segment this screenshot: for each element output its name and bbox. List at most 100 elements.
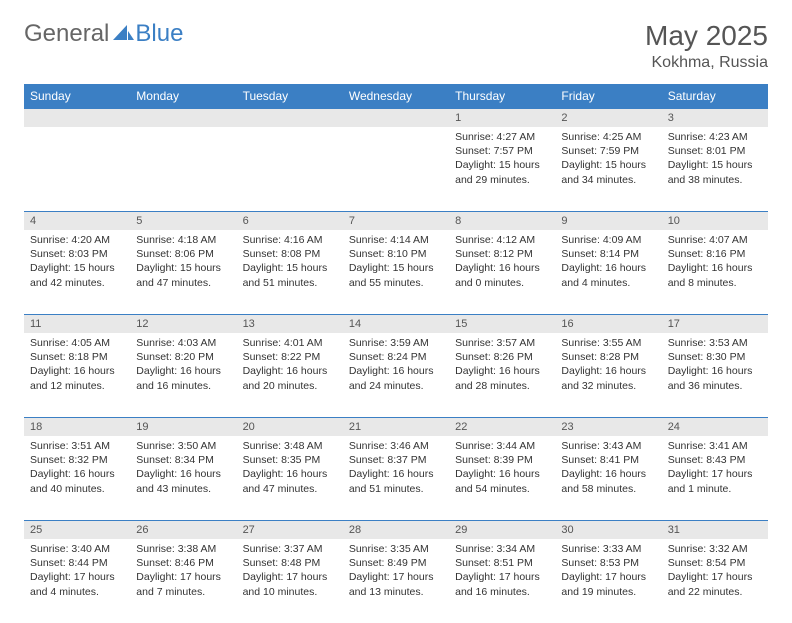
sunrise-text: Sunrise: 4:12 AM xyxy=(455,233,549,247)
day-number: 25 xyxy=(24,521,130,540)
day-header: Thursday xyxy=(449,84,555,109)
brand-part1: General xyxy=(24,20,109,48)
day-cell: Sunrise: 4:27 AMSunset: 7:57 PMDaylight:… xyxy=(449,127,555,212)
daylight-text: Daylight: 16 hours and 12 minutes. xyxy=(30,364,124,392)
day-cell-content: Sunrise: 4:27 AMSunset: 7:57 PMDaylight:… xyxy=(449,127,555,193)
sunrise-text: Sunrise: 3:33 AM xyxy=(561,542,655,556)
day-number-row: 25262728293031 xyxy=(24,521,768,540)
day-number: 23 xyxy=(555,418,661,437)
day-number: 4 xyxy=(24,212,130,231)
day-cell-content: Sunrise: 3:38 AMSunset: 8:46 PMDaylight:… xyxy=(130,539,236,605)
sunrise-text: Sunrise: 3:48 AM xyxy=(243,439,337,453)
day-cell-content: Sunrise: 4:03 AMSunset: 8:20 PMDaylight:… xyxy=(130,333,236,399)
sunrise-text: Sunrise: 3:43 AM xyxy=(561,439,655,453)
daylight-text: Daylight: 15 hours and 55 minutes. xyxy=(349,261,443,289)
day-cell: Sunrise: 3:40 AMSunset: 8:44 PMDaylight:… xyxy=(24,539,130,623)
sunrise-text: Sunrise: 4:23 AM xyxy=(668,130,762,144)
daylight-text: Daylight: 16 hours and 36 minutes. xyxy=(668,364,762,392)
sunset-text: Sunset: 8:14 PM xyxy=(561,247,655,261)
sunrise-text: Sunrise: 3:51 AM xyxy=(30,439,124,453)
daylight-text: Daylight: 17 hours and 13 minutes. xyxy=(349,570,443,598)
sunrise-text: Sunrise: 4:14 AM xyxy=(349,233,443,247)
day-cell: Sunrise: 3:33 AMSunset: 8:53 PMDaylight:… xyxy=(555,539,661,623)
sunrise-text: Sunrise: 4:03 AM xyxy=(136,336,230,350)
daylight-text: Daylight: 17 hours and 10 minutes. xyxy=(243,570,337,598)
day-number: 17 xyxy=(662,315,768,334)
daylight-text: Daylight: 16 hours and 47 minutes. xyxy=(243,467,337,495)
daylight-text: Daylight: 15 hours and 29 minutes. xyxy=(455,158,549,186)
daylight-text: Daylight: 16 hours and 24 minutes. xyxy=(349,364,443,392)
day-cell xyxy=(237,127,343,212)
sunrise-text: Sunrise: 4:18 AM xyxy=(136,233,230,247)
sunrise-text: Sunrise: 3:44 AM xyxy=(455,439,549,453)
day-cell: Sunrise: 3:38 AMSunset: 8:46 PMDaylight:… xyxy=(130,539,236,623)
daylight-text: Daylight: 16 hours and 58 minutes. xyxy=(561,467,655,495)
day-cell: Sunrise: 3:35 AMSunset: 8:49 PMDaylight:… xyxy=(343,539,449,623)
sunset-text: Sunset: 8:51 PM xyxy=(455,556,549,570)
daylight-text: Daylight: 17 hours and 7 minutes. xyxy=(136,570,230,598)
day-number: 3 xyxy=(662,109,768,128)
day-number: 9 xyxy=(555,212,661,231)
day-cell-content: Sunrise: 4:18 AMSunset: 8:06 PMDaylight:… xyxy=(130,230,236,296)
day-cell-content xyxy=(24,127,130,136)
day-cell-content: Sunrise: 3:41 AMSunset: 8:43 PMDaylight:… xyxy=(662,436,768,502)
day-cell: Sunrise: 3:37 AMSunset: 8:48 PMDaylight:… xyxy=(237,539,343,623)
day-cell: Sunrise: 4:25 AMSunset: 7:59 PMDaylight:… xyxy=(555,127,661,212)
day-cell: Sunrise: 4:03 AMSunset: 8:20 PMDaylight:… xyxy=(130,333,236,418)
day-number-row: 123 xyxy=(24,109,768,128)
sunset-text: Sunset: 8:08 PM xyxy=(243,247,337,261)
day-cell-content: Sunrise: 4:12 AMSunset: 8:12 PMDaylight:… xyxy=(449,230,555,296)
sunset-text: Sunset: 8:44 PM xyxy=(30,556,124,570)
sunset-text: Sunset: 8:16 PM xyxy=(668,247,762,261)
daylight-text: Daylight: 17 hours and 4 minutes. xyxy=(30,570,124,598)
day-cell: Sunrise: 3:46 AMSunset: 8:37 PMDaylight:… xyxy=(343,436,449,521)
day-cell-content xyxy=(130,127,236,136)
day-cell: Sunrise: 4:07 AMSunset: 8:16 PMDaylight:… xyxy=(662,230,768,315)
day-number: 30 xyxy=(555,521,661,540)
day-number: 18 xyxy=(24,418,130,437)
sunrise-text: Sunrise: 4:05 AM xyxy=(30,336,124,350)
day-cell: Sunrise: 4:09 AMSunset: 8:14 PMDaylight:… xyxy=(555,230,661,315)
day-number: 16 xyxy=(555,315,661,334)
sunset-text: Sunset: 8:01 PM xyxy=(668,144,762,158)
day-cell-content: Sunrise: 3:55 AMSunset: 8:28 PMDaylight:… xyxy=(555,333,661,399)
day-header: Monday xyxy=(130,84,236,109)
day-cell: Sunrise: 4:01 AMSunset: 8:22 PMDaylight:… xyxy=(237,333,343,418)
sunset-text: Sunset: 8:37 PM xyxy=(349,453,443,467)
sunrise-text: Sunrise: 3:40 AM xyxy=(30,542,124,556)
daylight-text: Daylight: 16 hours and 0 minutes. xyxy=(455,261,549,289)
sunrise-text: Sunrise: 3:34 AM xyxy=(455,542,549,556)
daylight-text: Daylight: 16 hours and 43 minutes. xyxy=(136,467,230,495)
day-cell: Sunrise: 3:32 AMSunset: 8:54 PMDaylight:… xyxy=(662,539,768,623)
daylight-text: Daylight: 15 hours and 47 minutes. xyxy=(136,261,230,289)
sunset-text: Sunset: 8:28 PM xyxy=(561,350,655,364)
day-cell xyxy=(130,127,236,212)
sunrise-text: Sunrise: 3:41 AM xyxy=(668,439,762,453)
month-title: May 2025 xyxy=(645,20,768,52)
page-header: General Blue May 2025 Kokhma, Russia xyxy=(24,20,768,72)
daylight-text: Daylight: 16 hours and 20 minutes. xyxy=(243,364,337,392)
day-header: Sunday xyxy=(24,84,130,109)
sunrise-text: Sunrise: 3:59 AM xyxy=(349,336,443,350)
day-cell: Sunrise: 3:43 AMSunset: 8:41 PMDaylight:… xyxy=(555,436,661,521)
sunset-text: Sunset: 8:41 PM xyxy=(561,453,655,467)
sunrise-text: Sunrise: 4:27 AM xyxy=(455,130,549,144)
sunset-text: Sunset: 8:10 PM xyxy=(349,247,443,261)
day-cell-content: Sunrise: 3:48 AMSunset: 8:35 PMDaylight:… xyxy=(237,436,343,502)
sunrise-text: Sunrise: 3:32 AM xyxy=(668,542,762,556)
day-cell-content: Sunrise: 3:59 AMSunset: 8:24 PMDaylight:… xyxy=(343,333,449,399)
sunrise-text: Sunrise: 3:53 AM xyxy=(668,336,762,350)
day-cell: Sunrise: 3:41 AMSunset: 8:43 PMDaylight:… xyxy=(662,436,768,521)
day-number xyxy=(237,109,343,128)
day-cell: Sunrise: 4:14 AMSunset: 8:10 PMDaylight:… xyxy=(343,230,449,315)
sunrise-text: Sunrise: 4:07 AM xyxy=(668,233,762,247)
sunrise-text: Sunrise: 4:16 AM xyxy=(243,233,337,247)
sunrise-text: Sunrise: 4:20 AM xyxy=(30,233,124,247)
calendar-table: Sunday Monday Tuesday Wednesday Thursday… xyxy=(24,84,768,623)
sunset-text: Sunset: 8:20 PM xyxy=(136,350,230,364)
daylight-text: Daylight: 16 hours and 16 minutes. xyxy=(136,364,230,392)
day-cell: Sunrise: 4:23 AMSunset: 8:01 PMDaylight:… xyxy=(662,127,768,212)
sunset-text: Sunset: 8:18 PM xyxy=(30,350,124,364)
day-content-row: Sunrise: 4:05 AMSunset: 8:18 PMDaylight:… xyxy=(24,333,768,418)
day-number: 12 xyxy=(130,315,236,334)
